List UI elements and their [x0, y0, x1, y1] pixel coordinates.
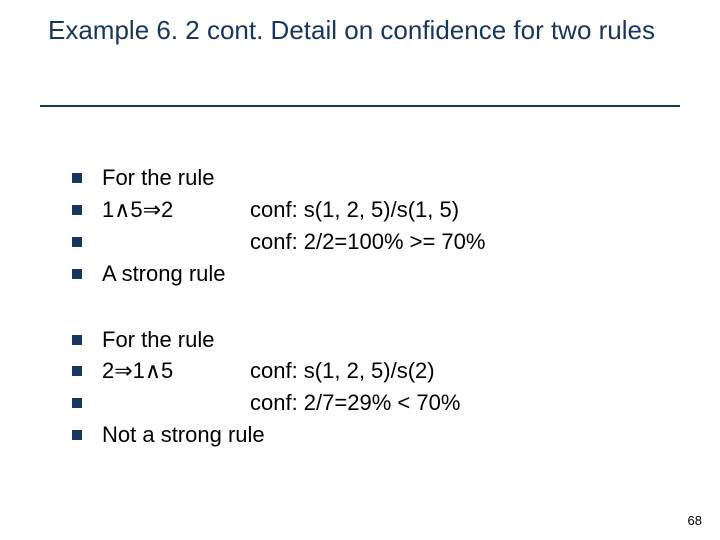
bullet-group-1: For the rule 1∧5⇒2 conf: s(1, 2, 5)/s(1,… — [72, 162, 680, 290]
bullet-icon — [72, 430, 82, 440]
list-item: A strong rule — [72, 258, 680, 290]
list-item: Not a strong rule — [72, 419, 680, 451]
line-text-a: Not a strong rule — [102, 419, 265, 451]
line-text-a: A strong rule — [102, 258, 250, 290]
line-text-b: conf: s(1, 2, 5)/s(2) — [250, 355, 435, 387]
slide-title: Example 6. 2 cont. Detail on confidence … — [48, 14, 680, 47]
page-number: 68 — [688, 513, 702, 528]
bullet-icon — [72, 237, 82, 247]
list-item: For the rule — [72, 162, 680, 194]
line-text-b: conf: 2/7=29% < 70% — [250, 387, 460, 419]
bullet-icon — [72, 205, 82, 215]
line-text-a: For the rule — [102, 162, 250, 194]
title-underline — [40, 105, 680, 107]
list-item: conf: 2/7=29% < 70% — [72, 387, 680, 419]
line-text-a: For the rule — [102, 324, 250, 356]
line-text-b: conf: s(1, 2, 5)/s(1, 5) — [250, 194, 459, 226]
bullet-group-2: For the rule 2⇒1∧5 conf: s(1, 2, 5)/s(2)… — [72, 324, 680, 452]
bullet-icon — [72, 398, 82, 408]
slide: Example 6. 2 cont. Detail on confidence … — [0, 0, 720, 540]
list-item: For the rule — [72, 324, 680, 356]
list-item: conf: 2/2=100% >= 70% — [72, 226, 680, 258]
line-text-b: conf: 2/2=100% >= 70% — [250, 226, 485, 258]
bullet-icon — [72, 366, 82, 376]
list-item: 1∧5⇒2 conf: s(1, 2, 5)/s(1, 5) — [72, 194, 680, 226]
line-text-a: 2⇒1∧5 — [102, 355, 250, 387]
bullet-icon — [72, 335, 82, 345]
bullet-icon — [72, 269, 82, 279]
line-text-a: 1∧5⇒2 — [102, 194, 250, 226]
content-area: For the rule 1∧5⇒2 conf: s(1, 2, 5)/s(1,… — [72, 162, 680, 485]
list-item: 2⇒1∧5 conf: s(1, 2, 5)/s(2) — [72, 355, 680, 387]
bullet-icon — [72, 173, 82, 183]
